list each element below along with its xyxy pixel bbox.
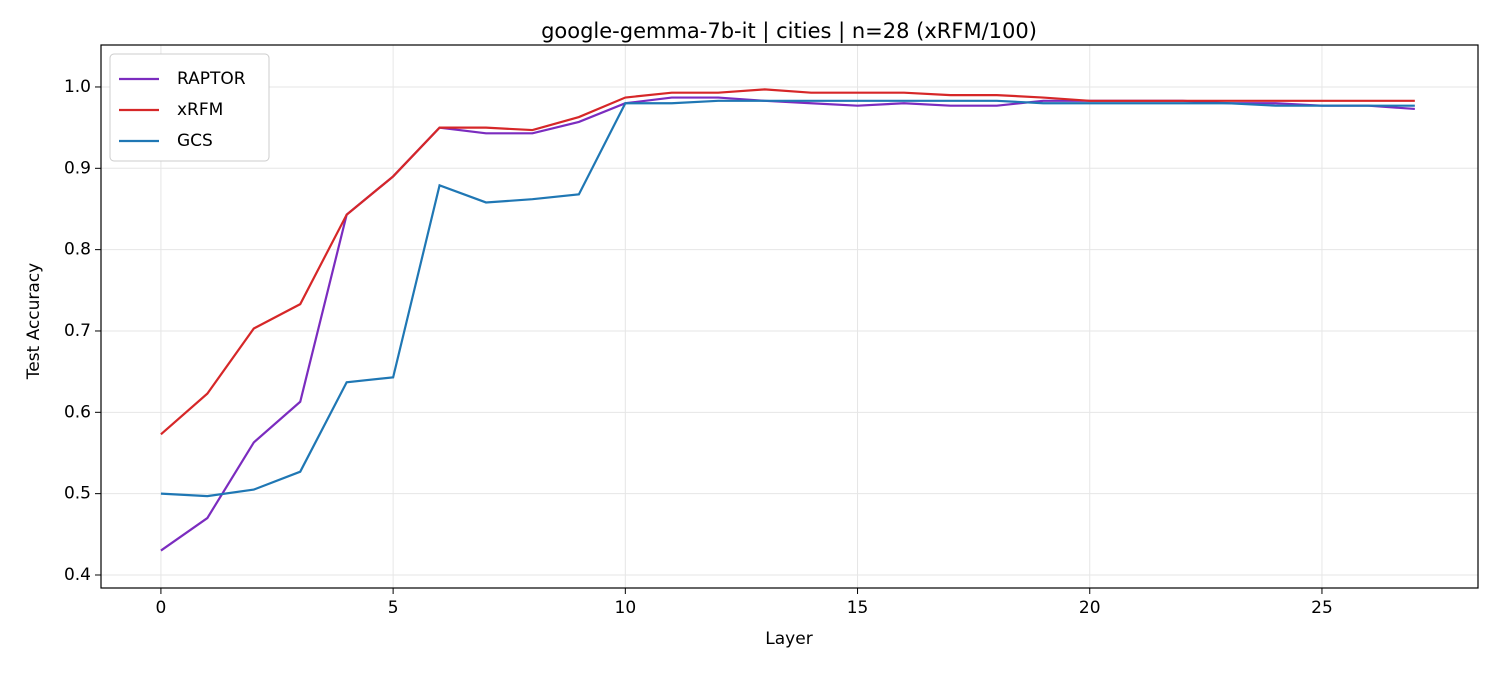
x-tick-label: 10 [615, 598, 637, 618]
y-tick-label: 0.8 [64, 240, 91, 260]
y-axis-label: Test Accuracy [24, 263, 44, 381]
line [160, 88, 1415, 436]
legend-label: xRFM [177, 100, 223, 120]
x-axis-label: Layer [765, 629, 812, 649]
y-tick-label: 0.4 [64, 565, 91, 585]
x-tick-label: 15 [847, 598, 869, 618]
line [160, 99, 1415, 498]
y-tick-label: 1.0 [64, 77, 91, 97]
x-tick-label: 20 [1079, 598, 1101, 618]
y-tick-label: 0.5 [64, 484, 91, 504]
x-tick-label: 0 [155, 598, 166, 618]
chart-title: google-gemma-7b-it | cities | n=28 (xRFM… [541, 19, 1037, 44]
legend-box [109, 53, 270, 162]
x-tick-label: 25 [1311, 598, 1333, 618]
y-tick-label: 0.9 [64, 158, 91, 178]
legend-label: GCS [177, 131, 213, 151]
y-tick-label: 0.7 [64, 321, 91, 341]
plot-frame [100, 44, 1479, 589]
y-tick-label: 0.6 [64, 402, 91, 422]
line [160, 96, 1415, 552]
x-tick-label: 5 [388, 598, 399, 618]
legend-label: RAPTOR [177, 69, 246, 89]
